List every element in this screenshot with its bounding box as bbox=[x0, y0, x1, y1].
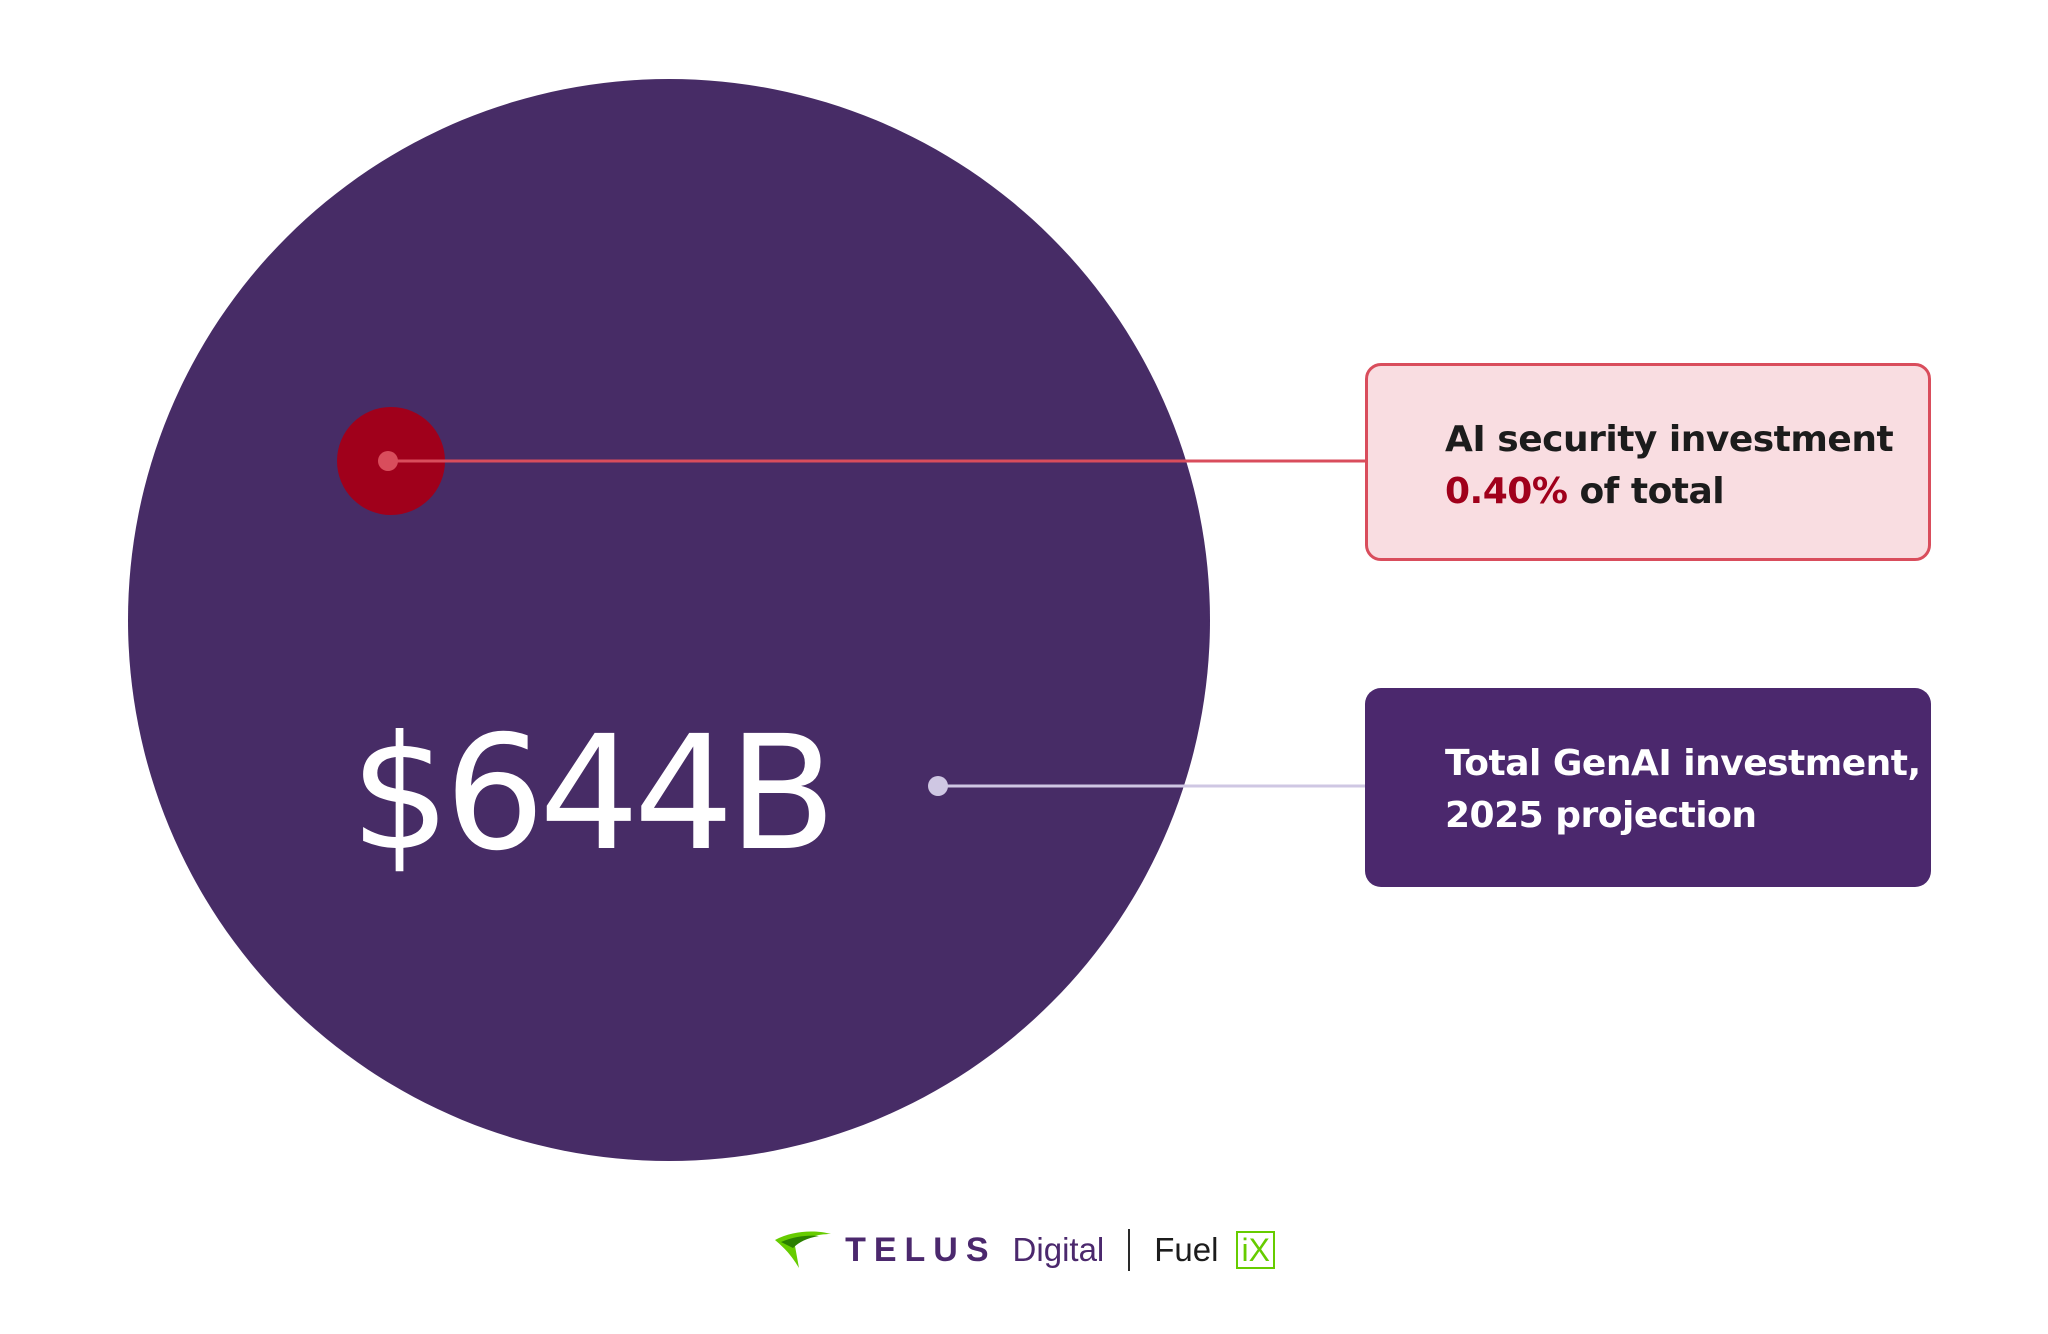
brand-separator bbox=[1128, 1229, 1131, 1271]
total-value-label: $644B bbox=[350, 702, 831, 886]
total-investment-circle bbox=[128, 79, 1210, 1161]
telus-swoosh-icon bbox=[775, 1231, 832, 1268]
security-callout-title: AI security investment bbox=[1445, 419, 1894, 460]
brand-name: TELUS bbox=[845, 1230, 997, 1269]
footer: TELUS Digital Fuel iX bbox=[0, 1220, 2048, 1280]
total-leader-dot bbox=[928, 776, 948, 796]
total-callout-line1: Total GenAI investment, bbox=[1445, 743, 1921, 784]
brand-sub: Digital bbox=[1012, 1231, 1105, 1268]
security-callout-share: 0.40% of total bbox=[1445, 466, 1928, 518]
total-callout-line2: 2025 projection bbox=[1445, 795, 1757, 836]
security-leader-dot bbox=[378, 451, 398, 471]
security-share-suffix: of total bbox=[1567, 471, 1725, 512]
product-name: Fuel bbox=[1154, 1231, 1219, 1268]
security-share-value: 0.40% bbox=[1445, 471, 1568, 512]
total-callout: Total GenAI investment, 2025 projection bbox=[1365, 688, 1931, 887]
product-mark: iX bbox=[1236, 1231, 1275, 1269]
brand-lockup: TELUS Digital Fuel iX bbox=[773, 1228, 1275, 1272]
security-callout: AI security investment 0.40% of total bbox=[1365, 363, 1931, 561]
